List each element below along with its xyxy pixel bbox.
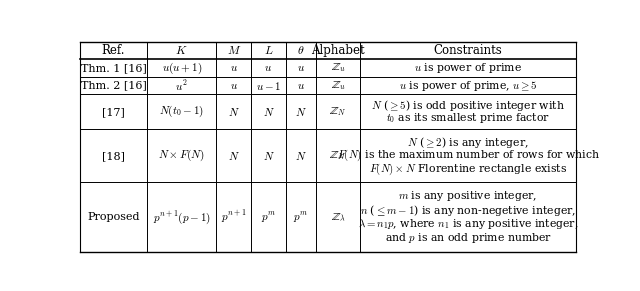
Text: $t_0$ as its smallest prime factor: $t_0$ as its smallest prime factor [386,111,550,125]
Text: Thm. 1 [16]: Thm. 1 [16] [81,63,147,73]
Text: $p^{n+1}(p-1)$: $p^{n+1}(p-1)$ [153,209,211,226]
Text: Thm. 2 [16]: Thm. 2 [16] [81,81,147,91]
Text: $F(N) \times N$ Florentine rectangle exists: $F(N) \times N$ Florentine rectangle exi… [369,161,567,177]
Text: [17]: [17] [102,107,125,117]
Text: $u$: $u$ [230,63,238,73]
Text: $\mathbb{Z}_{\lambda}$: $\mathbb{Z}_{\lambda}$ [331,212,345,223]
Text: $u-1$: $u-1$ [256,79,281,92]
Text: $N$: $N$ [228,150,239,162]
Text: $u$: $u$ [264,63,273,73]
Text: $u$: $u$ [230,81,238,91]
Text: $K$: $K$ [175,44,188,57]
Text: $n$ ($\leq m-1$) is any non-negetive integer,: $n$ ($\leq m-1$) is any non-negetive int… [360,203,576,218]
Text: $m$ is any positive integer,: $m$ is any positive integer, [399,189,538,203]
Text: $\lambda = n_1 p$, where $n_1$ is any positive integer,: $\lambda = n_1 p$, where $n_1$ is any po… [358,217,579,231]
Text: $u(u+1)$: $u(u+1)$ [161,60,202,76]
Text: Constraints: Constraints [434,44,502,57]
Text: $N$ ($\geq 2$) is any integer,: $N$ ($\geq 2$) is any integer, [407,135,529,150]
Text: $\theta$: $\theta$ [297,44,305,57]
Text: $N$ ($\geq 5$) is odd positive integer with: $N$ ($\geq 5$) is odd positive integer w… [371,98,565,113]
Text: $u$: $u$ [297,63,305,73]
Text: $u$ is power of prime: $u$ is power of prime [414,61,522,75]
Text: $N$: $N$ [295,106,307,118]
Text: $F(N)$ is the maximum number of rows for which: $F(N)$ is the maximum number of rows for… [337,148,600,163]
Text: $N(t_0-1)$: $N(t_0-1)$ [159,104,204,120]
Text: $\mathbb{Z}_N$: $\mathbb{Z}_N$ [330,149,346,162]
Text: $N \times F(N)$: $N \times F(N)$ [158,148,205,163]
Text: $L$: $L$ [264,44,273,57]
Text: $u$: $u$ [297,81,305,91]
Text: $\mathbb{Z}_N$: $\mathbb{Z}_N$ [330,105,346,118]
Text: $\mathbb{Z}_u$: $\mathbb{Z}_u$ [331,79,345,92]
Text: $u$ is power of prime, $u \geq 5$: $u$ is power of prime, $u \geq 5$ [399,79,538,93]
Text: [18]: [18] [102,151,125,161]
Text: $M$: $M$ [227,44,241,57]
Text: $p^m$: $p^m$ [293,210,308,225]
Text: $N$: $N$ [295,150,307,162]
Text: $u^2$: $u^2$ [175,78,188,93]
Text: and $p$ is an odd prime number: and $p$ is an odd prime number [385,231,552,245]
Text: $N$: $N$ [228,106,239,118]
Text: $p^{n+1}$: $p^{n+1}$ [221,209,246,226]
Text: $N$: $N$ [262,150,275,162]
Text: Alphabet: Alphabet [311,44,365,57]
Text: $p^m$: $p^m$ [260,210,276,225]
Text: $N$: $N$ [262,106,275,118]
Text: $\mathbb{Z}_u$: $\mathbb{Z}_u$ [331,61,345,74]
Text: Proposed: Proposed [87,212,140,222]
Text: Ref.: Ref. [102,44,125,57]
